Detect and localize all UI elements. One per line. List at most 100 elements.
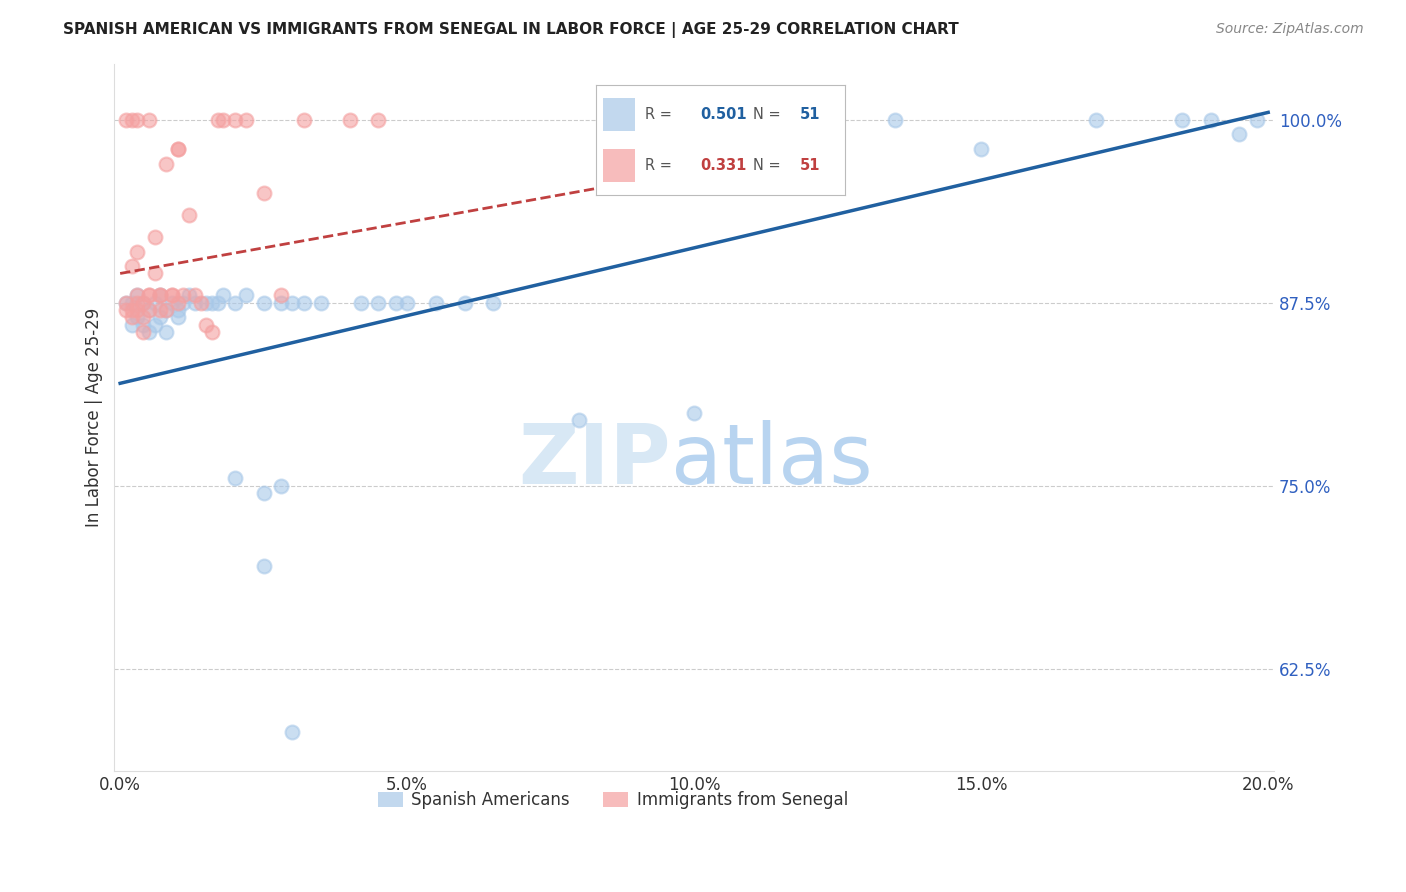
Point <box>177 288 200 302</box>
Text: atlas: atlas <box>671 419 873 500</box>
Point <box>281 724 304 739</box>
Point <box>207 295 229 310</box>
Point <box>1085 112 1108 127</box>
Point <box>132 310 155 325</box>
Point <box>121 112 143 127</box>
Point <box>121 318 143 332</box>
Point <box>396 295 419 310</box>
Point <box>224 471 246 485</box>
Point <box>149 288 172 302</box>
Point <box>138 288 160 302</box>
Point <box>1171 112 1194 127</box>
Point <box>201 325 224 339</box>
Point <box>350 295 373 310</box>
Point <box>115 295 138 310</box>
Point <box>138 325 160 339</box>
Point <box>132 295 155 310</box>
Point <box>143 295 166 310</box>
Point <box>568 413 591 427</box>
Point <box>292 112 315 127</box>
Text: ZIP: ZIP <box>519 419 671 500</box>
Point <box>127 244 149 259</box>
Text: Source: ZipAtlas.com: Source: ZipAtlas.com <box>1216 22 1364 37</box>
Point <box>166 295 188 310</box>
Point <box>253 295 276 310</box>
Point <box>172 295 194 310</box>
Point <box>166 142 188 156</box>
Point <box>309 295 332 310</box>
Point <box>166 303 188 318</box>
Point <box>172 288 194 302</box>
Point <box>270 288 292 302</box>
Point <box>884 112 907 127</box>
Point <box>155 156 177 170</box>
Point <box>127 303 149 318</box>
Point <box>155 325 177 339</box>
Point <box>115 303 138 318</box>
Point <box>270 479 292 493</box>
Point <box>1229 128 1251 142</box>
Point <box>132 318 155 332</box>
Point <box>149 288 172 302</box>
Y-axis label: In Labor Force | Age 25-29: In Labor Force | Age 25-29 <box>86 308 103 527</box>
Point <box>224 112 246 127</box>
Point <box>195 295 218 310</box>
Point <box>115 295 138 310</box>
Point <box>253 186 276 200</box>
Point <box>155 303 177 318</box>
Point <box>149 310 172 325</box>
Point <box>195 318 218 332</box>
Point <box>1199 112 1222 127</box>
Point <box>121 295 143 310</box>
Point <box>138 288 160 302</box>
Point <box>127 288 149 302</box>
Point <box>367 112 389 127</box>
Point <box>235 112 257 127</box>
Point <box>149 288 172 302</box>
Point <box>121 310 143 325</box>
Point <box>121 259 143 273</box>
Point <box>339 112 361 127</box>
Point <box>149 303 172 318</box>
Point <box>177 208 200 222</box>
Point <box>127 112 149 127</box>
Point <box>143 230 166 244</box>
Point <box>184 295 207 310</box>
Text: SPANISH AMERICAN VS IMMIGRANTS FROM SENEGAL IN LABOR FORCE | AGE 25-29 CORRELATI: SPANISH AMERICAN VS IMMIGRANTS FROM SENE… <box>63 22 959 38</box>
Point <box>201 295 224 310</box>
Point <box>127 295 149 310</box>
Point <box>384 295 406 310</box>
Point <box>138 303 160 318</box>
Point <box>292 295 315 310</box>
Point <box>115 112 138 127</box>
Point <box>127 310 149 325</box>
Point <box>166 142 188 156</box>
Point <box>143 318 166 332</box>
Point <box>253 486 276 500</box>
Point <box>138 303 160 318</box>
Point <box>224 295 246 310</box>
Point <box>155 303 177 318</box>
Point <box>160 288 183 302</box>
Point <box>970 142 993 156</box>
Point <box>127 288 149 302</box>
Point <box>160 288 183 302</box>
Point <box>425 295 447 310</box>
Point <box>121 303 143 318</box>
Point <box>132 295 155 310</box>
Point <box>453 295 475 310</box>
Point <box>281 295 304 310</box>
Point <box>190 295 212 310</box>
Point <box>212 112 235 127</box>
Point <box>143 267 166 281</box>
Point <box>482 295 505 310</box>
Point <box>270 295 292 310</box>
Point <box>184 288 207 302</box>
Point <box>212 288 235 302</box>
Point <box>367 295 389 310</box>
Point <box>1246 112 1268 127</box>
Point <box>132 325 155 339</box>
Point <box>235 288 257 302</box>
Point <box>683 406 706 420</box>
Point <box>160 295 183 310</box>
